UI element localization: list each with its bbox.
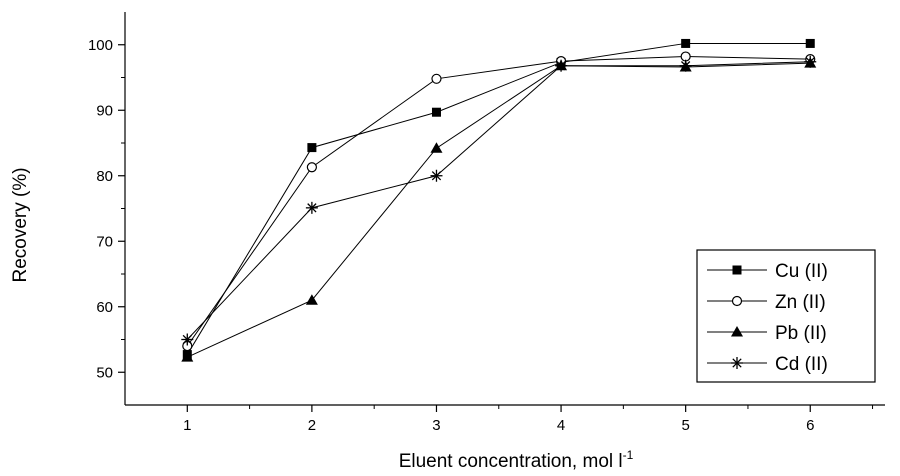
asterisk-marker: [181, 333, 194, 346]
legend-entry: Pb (II): [707, 323, 827, 344]
legend-box: [696, 249, 876, 383]
series-line: [187, 62, 811, 358]
triangle-marker: [181, 351, 194, 362]
series-line: [186, 42, 811, 355]
y-tick-label: 60: [96, 299, 113, 316]
x-tick-label: 1: [183, 417, 191, 434]
circle-marker: [680, 51, 691, 62]
y-axis-title: Recovery (%): [10, 167, 31, 282]
asterisk-stroke: [431, 171, 442, 181]
x-tick-label: 6: [806, 417, 814, 434]
series-layer: [181, 38, 817, 362]
square-marker: [732, 265, 742, 275]
asterisk-stroke: [556, 61, 566, 71]
circle-marker: [431, 73, 442, 84]
y-tick-label: 90: [96, 102, 113, 119]
legend-entry: Cd (II): [707, 354, 828, 375]
asterisk-marker: [679, 59, 692, 72]
circle-marker: [306, 162, 317, 173]
x-axis-title: Eluent concentration, mol l-1: [399, 448, 634, 472]
asterisk-marker: [305, 201, 318, 214]
asterisk-stroke: [182, 334, 192, 345]
x-tick-label: 2: [308, 417, 316, 434]
y-tick-label: 100: [88, 37, 113, 54]
asterisk-marker: [804, 55, 817, 68]
triangle-marker: [430, 142, 443, 153]
y-tick-label: 70: [96, 233, 113, 250]
legend-entry: Zn (II): [707, 292, 826, 313]
x-tick-label: 5: [681, 417, 689, 434]
series-cd-ii: [181, 55, 817, 346]
x-axis-title-main: Eluent concentration, mol l: [399, 451, 623, 472]
asterisk-marker: [731, 357, 743, 369]
x-tick-label: 4: [557, 417, 565, 434]
x-axis-title-superscript: -1: [623, 448, 634, 462]
square-marker: [431, 107, 441, 117]
square-marker: [805, 38, 815, 48]
triangle-marker: [305, 294, 318, 305]
triangle-marker: [731, 326, 743, 337]
legend-entry: Cu (II): [707, 261, 828, 282]
square-marker: [681, 38, 691, 48]
legend: Cu (II) Zn (II) Pb (II) Cd (II): [696, 249, 876, 383]
asterisk-marker: [430, 169, 443, 182]
legend-label: Zn (II): [775, 292, 826, 313]
asterisk-stroke: [732, 358, 742, 368]
asterisk-stroke: [307, 203, 317, 213]
asterisk-marker: [555, 59, 568, 72]
asterisk-stroke: [680, 61, 691, 71]
legend-label: Cd (II): [775, 354, 828, 375]
circle-marker: [731, 295, 743, 307]
series-line: [186, 56, 811, 347]
y-tick-label: 50: [96, 364, 113, 381]
series-line: [186, 61, 811, 340]
legend-label: Cu (II): [775, 261, 828, 282]
asterisk-stroke: [805, 57, 815, 67]
legend-label: Pb (II): [775, 323, 827, 344]
square-marker: [307, 143, 317, 153]
axes: 50 60 70 80 90 100 1 2 3 4 5 6: [88, 12, 885, 434]
y-tick-label: 80: [96, 168, 113, 185]
x-tick-label: 3: [432, 417, 440, 434]
